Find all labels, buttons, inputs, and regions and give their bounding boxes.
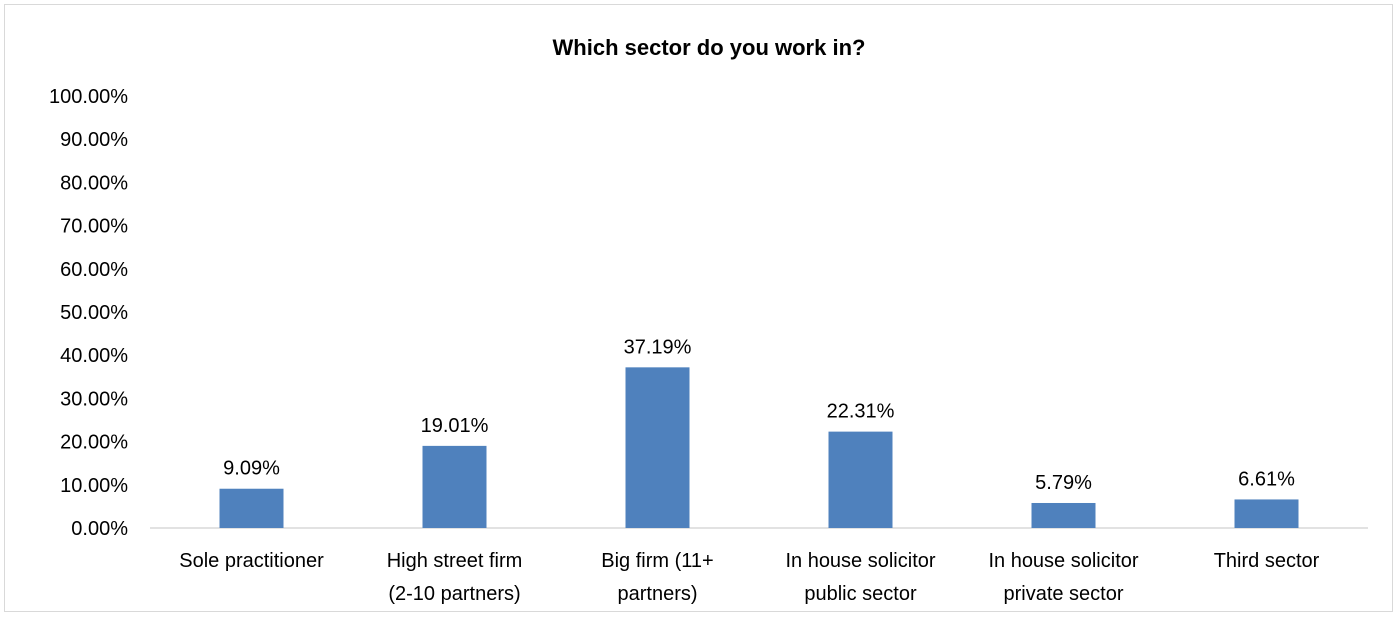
bar xyxy=(625,367,690,528)
chart-title: Which sector do you work in? xyxy=(553,35,866,60)
bar xyxy=(422,445,487,528)
category-label: Third sector xyxy=(1214,550,1320,572)
bar xyxy=(219,488,284,528)
data-label: 37.19% xyxy=(624,336,692,358)
bar xyxy=(1234,499,1299,528)
category-label: Sole practitioner xyxy=(179,550,324,572)
data-label: 5.79% xyxy=(1035,472,1092,494)
category-label: private sector xyxy=(1003,583,1123,605)
data-label: 22.31% xyxy=(827,401,895,423)
y-tick-label: 70.00% xyxy=(60,216,128,238)
category-label: (2-10 partners) xyxy=(388,583,520,605)
y-tick-label: 80.00% xyxy=(60,172,128,194)
y-tick-label: 10.00% xyxy=(60,475,128,497)
bars xyxy=(219,367,1299,528)
category-label: partners) xyxy=(617,583,697,605)
y-tick-label: 90.00% xyxy=(60,129,128,151)
bar xyxy=(828,431,893,528)
y-tick-label: 50.00% xyxy=(60,302,128,324)
data-label: 19.01% xyxy=(421,415,489,437)
category-label: Big firm (11+ xyxy=(601,550,713,572)
category-label: public sector xyxy=(804,583,917,605)
y-tick-label: 0.00% xyxy=(71,518,128,540)
data-label: 9.09% xyxy=(223,458,280,480)
category-label: In house solicitor xyxy=(785,550,935,572)
y-axis-ticks: 0.00% 10.00% 20.00% 30.00% 40.00% 50.00% 60.00… xyxy=(49,86,128,540)
data-label: 6.61% xyxy=(1238,468,1295,490)
category-label: In house solicitor xyxy=(988,550,1138,572)
y-tick-label: 60.00% xyxy=(60,259,128,281)
y-tick-label: 20.00% xyxy=(60,432,128,454)
data-labels: 9.09% 19.01% 37.19% 22.31% 5.79% 6.61% xyxy=(223,336,1295,494)
y-tick-label: 100.00% xyxy=(49,86,128,108)
bar xyxy=(1031,502,1096,528)
y-tick-label: 40.00% xyxy=(60,345,128,367)
category-labels: Sole practitioner High street firm (2-10 p… xyxy=(179,550,1319,605)
category-label: High street firm xyxy=(387,550,523,572)
y-tick-label: 30.00% xyxy=(60,388,128,410)
